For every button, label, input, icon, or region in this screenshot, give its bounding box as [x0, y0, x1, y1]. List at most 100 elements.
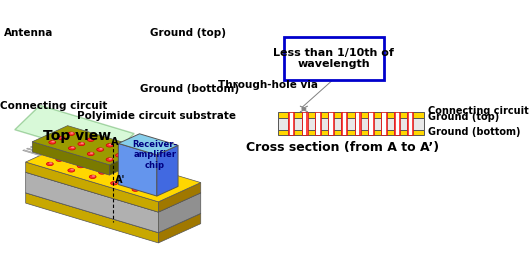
Ellipse shape [71, 147, 75, 148]
Ellipse shape [75, 149, 82, 153]
Ellipse shape [106, 144, 113, 147]
Ellipse shape [132, 173, 136, 175]
Polygon shape [118, 143, 157, 196]
Ellipse shape [101, 171, 104, 173]
Bar [290, 112, 293, 135]
Polygon shape [157, 145, 178, 196]
Bar [342, 112, 346, 135]
Ellipse shape [132, 188, 139, 191]
Ellipse shape [92, 175, 95, 177]
Ellipse shape [163, 175, 166, 177]
Ellipse shape [56, 158, 63, 161]
Bar [302, 112, 307, 135]
Ellipse shape [70, 169, 74, 170]
Ellipse shape [49, 141, 56, 144]
Ellipse shape [113, 182, 117, 183]
Bar [381, 112, 387, 135]
Ellipse shape [99, 148, 103, 150]
Ellipse shape [122, 177, 126, 179]
Ellipse shape [111, 182, 118, 185]
Bar [288, 112, 295, 135]
Bar [341, 112, 347, 135]
Ellipse shape [99, 156, 102, 157]
Ellipse shape [120, 162, 123, 164]
Polygon shape [30, 146, 49, 152]
Ellipse shape [129, 173, 136, 176]
Polygon shape [32, 142, 109, 175]
Ellipse shape [68, 132, 75, 135]
Polygon shape [25, 193, 158, 243]
Text: Ground (bottom): Ground (bottom) [139, 84, 238, 94]
Ellipse shape [109, 158, 112, 160]
Text: Less than 1/10th of
wavelength: Less than 1/10th of wavelength [273, 48, 394, 69]
FancyBboxPatch shape [284, 37, 384, 80]
Bar [369, 112, 373, 135]
Polygon shape [25, 174, 201, 233]
Bar [355, 112, 360, 135]
Ellipse shape [139, 169, 146, 172]
Ellipse shape [116, 153, 122, 157]
Text: Ground (bottom): Ground (bottom) [428, 127, 520, 137]
Text: Ground (top): Ground (top) [428, 112, 499, 122]
Ellipse shape [61, 136, 64, 138]
Polygon shape [15, 105, 134, 158]
Text: A': A' [114, 175, 125, 185]
Ellipse shape [118, 162, 125, 166]
Polygon shape [118, 134, 178, 155]
Bar [381, 112, 387, 135]
Ellipse shape [68, 147, 75, 150]
Bar [382, 112, 386, 135]
Bar [408, 112, 413, 135]
Bar [302, 112, 307, 135]
Polygon shape [25, 162, 158, 212]
Ellipse shape [65, 154, 72, 157]
Ellipse shape [77, 164, 84, 168]
Ellipse shape [87, 152, 94, 156]
Polygon shape [158, 213, 201, 243]
Ellipse shape [81, 142, 84, 144]
Bar [394, 112, 400, 135]
Ellipse shape [68, 154, 71, 155]
Polygon shape [23, 150, 41, 156]
Ellipse shape [78, 142, 85, 146]
Polygon shape [25, 153, 201, 212]
Bar [328, 112, 334, 135]
Ellipse shape [49, 162, 52, 164]
Ellipse shape [109, 144, 112, 145]
Bar [303, 112, 306, 135]
Bar [356, 112, 359, 135]
Bar [328, 112, 334, 135]
Ellipse shape [80, 164, 83, 166]
Bar [278, 112, 423, 117]
Bar [278, 117, 423, 130]
Ellipse shape [120, 177, 127, 181]
Ellipse shape [142, 184, 148, 187]
Polygon shape [32, 126, 145, 165]
Text: Through-hole via: Through-hole via [218, 80, 319, 90]
Ellipse shape [142, 169, 145, 170]
Text: Connecting circuit: Connecting circuit [428, 106, 529, 116]
Ellipse shape [90, 138, 93, 140]
Ellipse shape [128, 149, 131, 151]
Ellipse shape [89, 175, 96, 179]
Text: Cross section (from A to A’): Cross section (from A to A’) [246, 141, 439, 154]
Ellipse shape [77, 149, 81, 151]
Polygon shape [25, 172, 158, 233]
Bar [368, 112, 374, 135]
Text: A: A [111, 137, 119, 147]
Ellipse shape [51, 141, 55, 142]
Ellipse shape [151, 179, 158, 183]
Ellipse shape [58, 136, 65, 140]
Text: Top view: Top view [43, 129, 111, 143]
Text: Connecting circuit: Connecting circuit [0, 101, 108, 111]
Polygon shape [25, 143, 201, 202]
Polygon shape [158, 183, 201, 212]
Ellipse shape [68, 169, 75, 172]
Ellipse shape [47, 162, 54, 166]
Bar [278, 130, 423, 135]
Ellipse shape [70, 132, 74, 134]
Ellipse shape [108, 166, 115, 170]
Ellipse shape [135, 188, 138, 190]
Ellipse shape [58, 158, 62, 160]
Bar [394, 112, 400, 135]
